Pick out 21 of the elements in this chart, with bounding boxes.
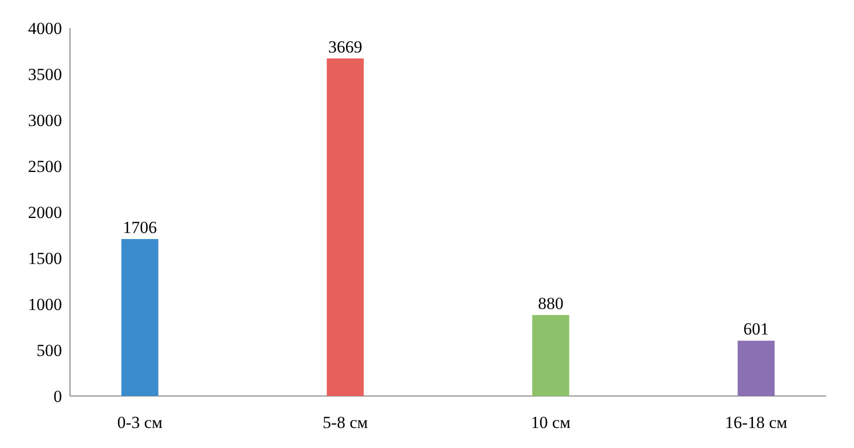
x-tick-label: 0-3 см — [117, 413, 163, 432]
data-label: 1706 — [122, 218, 157, 238]
bar — [738, 340, 775, 396]
y-tick-label: 4000 — [28, 18, 62, 38]
y-tick-label: 2000 — [28, 202, 62, 222]
y-tick-label: 1000 — [28, 294, 62, 314]
y-tick-label: 1500 — [28, 248, 62, 268]
data-label: 601 — [743, 320, 769, 339]
data-label: 880 — [538, 294, 564, 314]
x-tick-label: 10 см — [530, 413, 571, 432]
bar — [326, 58, 364, 396]
y-tick-label: 0 — [54, 386, 62, 406]
y-tick-label: 500 — [36, 340, 62, 360]
data-label: 3669 — [328, 37, 362, 56]
bar — [532, 315, 570, 396]
x-tick-label: 16-18 см — [725, 413, 788, 432]
y-tick-label: 3500 — [28, 64, 62, 84]
y-tick-label: 2500 — [28, 156, 62, 176]
bar — [121, 239, 158, 396]
x-tick-label: 5-8 см — [322, 413, 368, 432]
y-tick-label: 3000 — [28, 110, 62, 130]
